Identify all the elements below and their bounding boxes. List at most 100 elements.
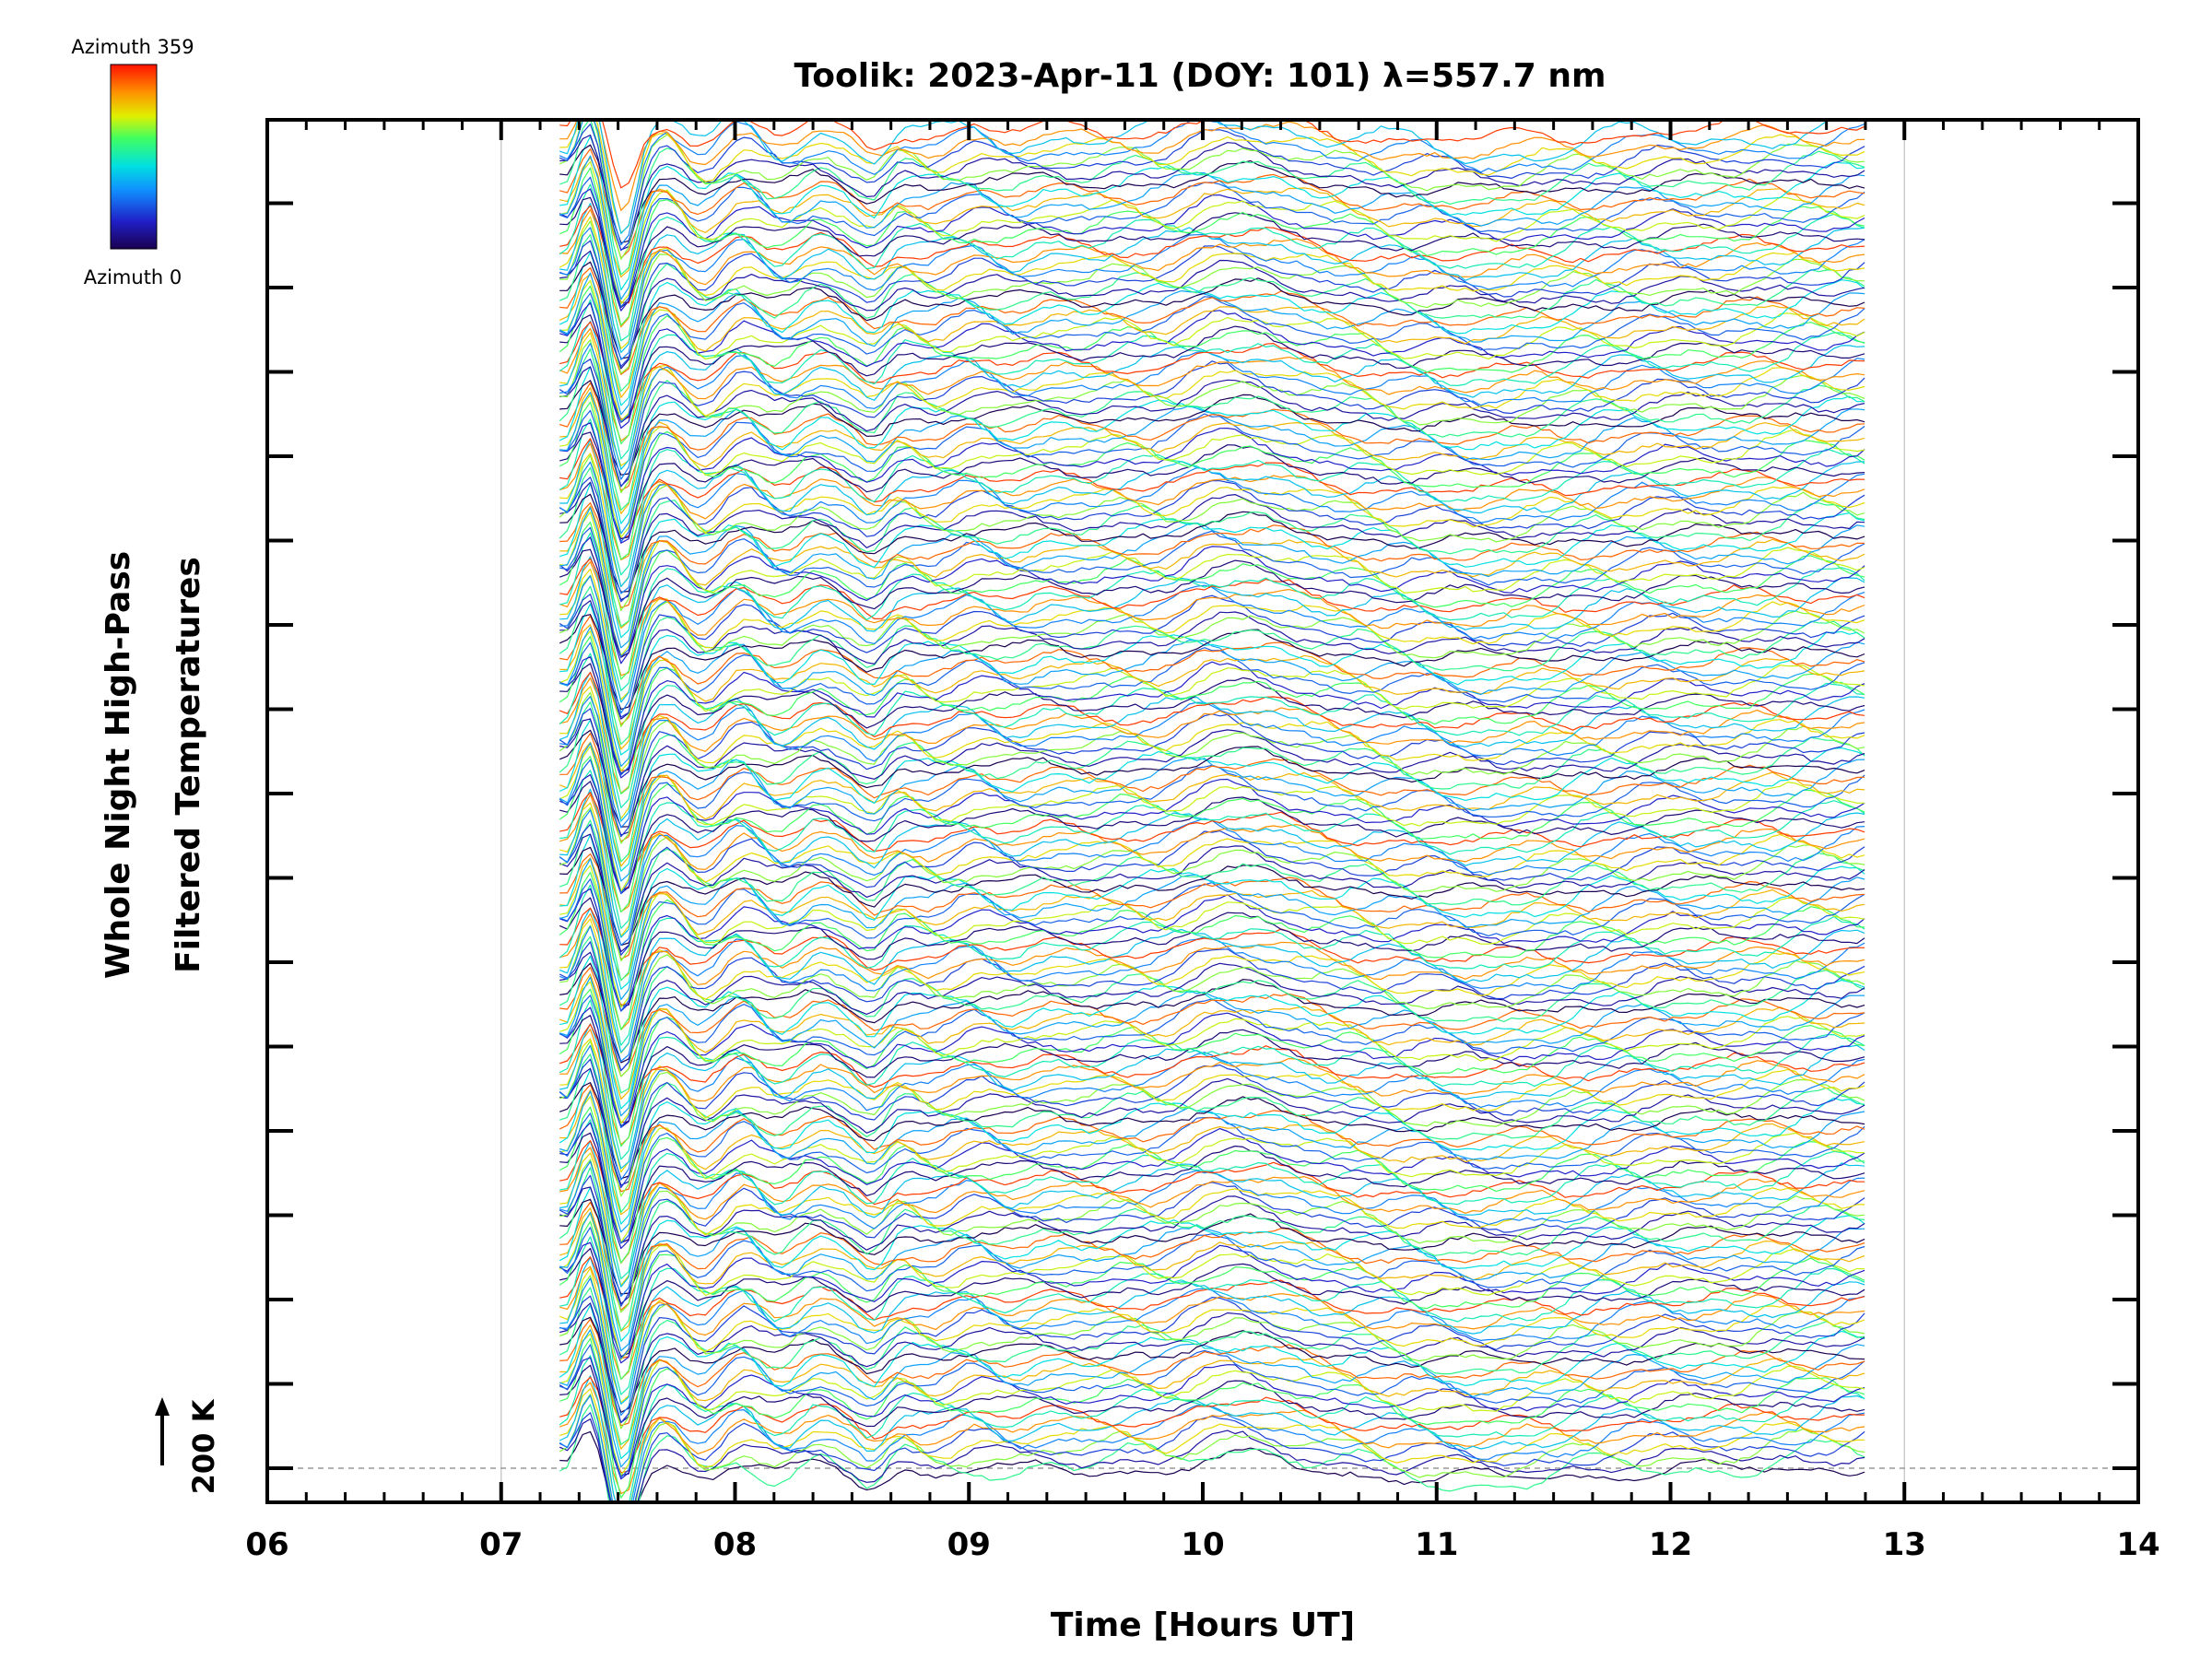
azimuth-series-line bbox=[559, 1316, 1865, 1413]
azimuth-series-line bbox=[559, 981, 1865, 1124]
x-tick-label-10: 10 bbox=[1181, 1526, 1224, 1563]
azimuth-series-line bbox=[559, 120, 1865, 189]
azimuth-series-line bbox=[559, 208, 1865, 328]
azimuth-series-line bbox=[559, 135, 1865, 291]
azimuth-series-line bbox=[559, 819, 1865, 982]
azimuth-series-line bbox=[559, 250, 1865, 370]
azimuth-series-line bbox=[559, 183, 1865, 342]
azimuth-series-line bbox=[559, 1067, 1865, 1186]
azimuth-series-line bbox=[559, 1388, 1865, 1502]
azimuth-series-line bbox=[559, 1333, 1865, 1477]
azimuth-series-line bbox=[559, 1006, 1865, 1128]
azimuth-series-line bbox=[559, 1236, 1865, 1395]
azimuth-series-line bbox=[559, 677, 1865, 794]
azimuth-series-line bbox=[559, 585, 1865, 746]
azimuth-series-line bbox=[559, 701, 1865, 863]
azimuth-series-line bbox=[559, 261, 1865, 359]
azimuth-series-line bbox=[559, 161, 1865, 305]
series-group bbox=[559, 120, 1865, 1502]
azimuth-series-line bbox=[559, 418, 1865, 576]
azimuth-series-line bbox=[559, 1382, 1865, 1495]
azimuth-series-line bbox=[559, 144, 1865, 243]
azimuth-series-line bbox=[559, 1167, 1865, 1332]
azimuth-series-line bbox=[559, 1053, 1865, 1213]
azimuth-series-line bbox=[559, 216, 1865, 349]
azimuth-series-line bbox=[559, 422, 1865, 544]
azimuth-series-line bbox=[559, 1265, 1865, 1380]
azimuth-series-line bbox=[559, 502, 1865, 608]
azimuth-series-line bbox=[559, 1198, 1865, 1295]
azimuth-series-line bbox=[559, 366, 1865, 487]
x-tick-label-06: 06 bbox=[245, 1526, 288, 1563]
azimuth-series-line bbox=[559, 1147, 1865, 1265]
azimuth-series-line bbox=[559, 1201, 1865, 1311]
azimuth-series-line bbox=[559, 1302, 1865, 1423]
azimuth-series-line bbox=[559, 973, 1865, 1100]
azimuth-series-line bbox=[559, 719, 1865, 872]
azimuth-series-line bbox=[559, 522, 1865, 680]
azimuth-series-line bbox=[559, 512, 1865, 656]
azimuth-series-line bbox=[559, 1318, 1865, 1427]
azimuth-series-line bbox=[559, 626, 1865, 768]
azimuth-series-line bbox=[559, 1304, 1865, 1460]
azimuth-series-line bbox=[559, 359, 1865, 488]
azimuth-series-line bbox=[559, 454, 1865, 611]
azimuth-series-line bbox=[559, 924, 1865, 1077]
azimuth-series-line bbox=[559, 1159, 1865, 1313]
azimuth-series-line bbox=[559, 955, 1865, 1110]
azimuth-series-line bbox=[559, 653, 1865, 808]
azimuth-series-line bbox=[559, 1256, 1865, 1405]
azimuth-series-line bbox=[559, 872, 1865, 1030]
azimuth-series-line bbox=[559, 741, 1865, 867]
grid bbox=[267, 120, 2138, 1502]
azimuth-series-line bbox=[559, 548, 1865, 658]
azimuth-series-line bbox=[559, 802, 1865, 937]
azimuth-series-line bbox=[559, 327, 1865, 442]
azimuth-series-line bbox=[559, 935, 1865, 1094]
azimuth-series-line bbox=[559, 401, 1865, 560]
azimuth-series-line bbox=[559, 746, 1865, 892]
x-tick-label-08: 08 bbox=[713, 1526, 757, 1563]
azimuth-series-line bbox=[559, 558, 1865, 657]
azimuth-series-line bbox=[559, 1084, 1865, 1193]
azimuth-series-line bbox=[559, 756, 1865, 913]
azimuth-series-line bbox=[559, 1096, 1865, 1243]
azimuth-series-line bbox=[559, 481, 1865, 601]
x-tick-label-14: 14 bbox=[2116, 1526, 2159, 1563]
azimuth-series-line bbox=[559, 1324, 1865, 1450]
azimuth-series-line bbox=[559, 1295, 1865, 1424]
azimuth-series-line bbox=[559, 431, 1865, 540]
azimuth-series-line bbox=[559, 157, 1865, 278]
azimuth-series-line bbox=[559, 273, 1865, 398]
azimuth-series-line bbox=[559, 1412, 1865, 1502]
y-axis bbox=[267, 201, 2138, 1470]
azimuth-series-line bbox=[559, 234, 1865, 392]
scale-bar: 200 K bbox=[155, 1397, 221, 1494]
azimuth-series-line bbox=[559, 1038, 1865, 1173]
azimuth-series-line bbox=[559, 792, 1865, 892]
azimuth-series-line bbox=[559, 321, 1865, 420]
colorbar-bottom-label: Azimuth 0 bbox=[84, 266, 182, 288]
azimuth-series-line bbox=[559, 663, 1865, 774]
azimuth-series-line bbox=[559, 366, 1865, 524]
azimuth-series-line bbox=[559, 1132, 1865, 1243]
azimuth-series-line bbox=[559, 155, 1865, 300]
azimuth-series-line bbox=[559, 1430, 1865, 1502]
azimuth-series-line bbox=[559, 770, 1865, 929]
x-tick-label-12: 12 bbox=[1649, 1526, 1692, 1563]
azimuth-series-line bbox=[559, 332, 1865, 466]
azimuth-series-line bbox=[559, 1213, 1865, 1360]
azimuth-series-line bbox=[559, 672, 1865, 771]
azimuth-series-line bbox=[559, 1355, 1865, 1502]
azimuth-series-line bbox=[559, 382, 1865, 491]
azimuth-series-line bbox=[559, 1375, 1865, 1502]
azimuth-series-line bbox=[559, 1186, 1865, 1342]
azimuth-series-line bbox=[559, 120, 1865, 211]
azimuth-series-line bbox=[559, 951, 1865, 1072]
azimuth-series-line bbox=[559, 1023, 1865, 1170]
scale-bar-label: 200 K bbox=[186, 1398, 221, 1494]
azimuth-series-line bbox=[559, 167, 1865, 326]
azimuth-series-line bbox=[559, 135, 1865, 251]
azimuth-series-line bbox=[559, 641, 1865, 776]
azimuth-series-line bbox=[559, 320, 1865, 470]
